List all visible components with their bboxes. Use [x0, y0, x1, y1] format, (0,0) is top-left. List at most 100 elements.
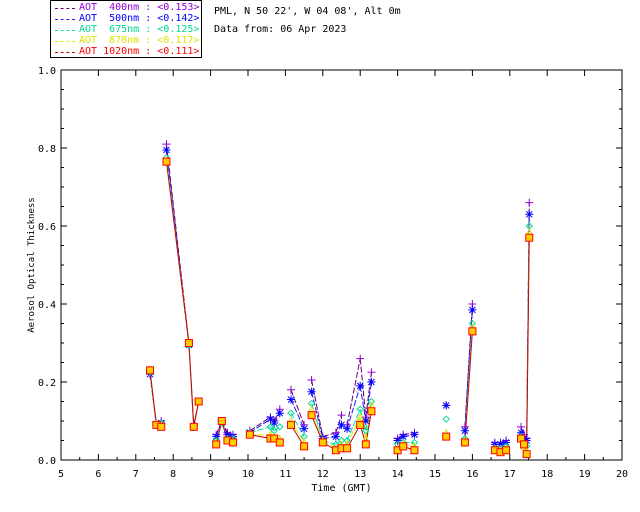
data-point — [410, 430, 419, 439]
x-tick-label: 20 — [616, 469, 628, 480]
data-point — [460, 438, 469, 447]
data-point — [367, 397, 376, 406]
data-point — [356, 405, 364, 414]
series-line-segment — [188, 342, 195, 427]
data-point — [270, 418, 279, 427]
x-tick-label: 19 — [579, 469, 591, 480]
legend-mean-value: <0.142> — [157, 13, 200, 24]
data-point — [410, 446, 419, 455]
data-point — [194, 397, 203, 406]
legend-label: AOT 1020nm : <0.111> — [79, 46, 199, 58]
y-tick-label: 0.8 — [38, 144, 56, 155]
data-point — [367, 368, 376, 377]
x-tick-label: 14 — [392, 469, 404, 480]
x-tick-label: 9 — [208, 469, 214, 480]
data-point — [146, 366, 155, 375]
legend-label: AOT 870nm : <0.117> — [79, 35, 199, 47]
series-line-segment — [165, 144, 190, 344]
data-point — [393, 436, 402, 445]
x-tick-label: 18 — [541, 469, 553, 480]
data-point — [189, 422, 198, 431]
data-point — [356, 420, 365, 429]
data-point — [442, 401, 451, 410]
legend-mean-value: <0.111> — [157, 46, 200, 57]
data-point — [520, 440, 529, 449]
legend-mean-value: <0.153> — [157, 2, 200, 13]
series-line-segment — [365, 411, 372, 445]
legend-swatch — [55, 19, 75, 20]
data-point — [162, 145, 171, 154]
data-point — [307, 411, 316, 420]
series-line-segment — [165, 161, 190, 344]
data-point — [331, 432, 340, 441]
data-point — [362, 427, 370, 435]
y-tick-label: 0.6 — [38, 222, 56, 233]
data-point — [343, 436, 351, 445]
series-marker-group — [146, 145, 534, 449]
legend-entry: AOT 870nm : <0.117> — [51, 35, 201, 47]
legend-mean-value: <0.125> — [157, 24, 200, 35]
data-point — [399, 432, 408, 441]
series-line-segment — [335, 424, 342, 437]
data-point — [356, 381, 365, 390]
series-line-segment — [335, 414, 342, 433]
data-point — [356, 354, 365, 363]
data-point — [287, 385, 296, 394]
series-line-segment — [346, 385, 361, 429]
data-point — [300, 442, 309, 451]
legend-swatch — [55, 41, 75, 42]
series-line-segment — [193, 401, 200, 427]
data-point — [525, 233, 534, 242]
series-line-segment — [311, 414, 324, 443]
x-tick-label: 8 — [170, 469, 176, 480]
y-tick-label: 0.2 — [38, 378, 56, 389]
legend: AOT 400nm : <0.153> AOT 500nm : <0.142> AO… — [50, 0, 202, 58]
data-point — [367, 407, 376, 416]
data-point — [275, 438, 284, 447]
data-point — [223, 430, 232, 439]
data-point — [356, 412, 365, 421]
series-line-segment — [346, 358, 361, 425]
data-point — [517, 428, 526, 437]
legend-entry: AOT 500nm : <0.142> — [51, 13, 201, 25]
x-axis-label: Time (GMT) — [311, 483, 371, 494]
data-point — [468, 327, 477, 336]
series-line-segment — [290, 412, 305, 437]
legend-series-name: AOT 1020nm : — [79, 46, 158, 57]
series-line-segment — [359, 358, 367, 418]
data-point — [343, 444, 352, 453]
x-tick-label: 12 — [317, 469, 329, 480]
legend-swatch — [55, 52, 75, 53]
series-line-segment — [346, 409, 361, 441]
data-point — [367, 378, 376, 386]
data-point — [502, 438, 511, 447]
series-marker-group — [146, 140, 534, 447]
data-point — [337, 420, 346, 429]
x-tick-label: 11 — [279, 469, 291, 480]
data-point — [496, 440, 505, 449]
data-point — [229, 438, 238, 447]
data-point — [442, 415, 450, 423]
series-marker-group — [146, 157, 534, 454]
x-tick-label: 15 — [429, 469, 441, 480]
data-point — [318, 438, 327, 447]
data-point — [399, 442, 408, 451]
legend-swatch — [55, 30, 75, 31]
x-tick-label: 10 — [242, 469, 254, 480]
series-marker-group — [146, 157, 534, 459]
data-point — [217, 417, 226, 425]
data-point — [442, 432, 451, 441]
data-point — [307, 376, 316, 385]
data-point — [468, 319, 477, 328]
legend-mean-value: <0.117> — [157, 35, 200, 46]
plot-frame — [60, 69, 623, 461]
data-point — [266, 415, 275, 424]
series-marker-group — [146, 154, 533, 453]
series-line-segment — [270, 426, 275, 432]
data-point — [245, 430, 254, 439]
x-tick-label: 7 — [133, 469, 139, 480]
legend-series-name: AOT 400nm : — [79, 2, 158, 13]
legend-label: AOT 400nm : <0.153> — [79, 2, 199, 14]
series-line-segment — [290, 389, 305, 426]
